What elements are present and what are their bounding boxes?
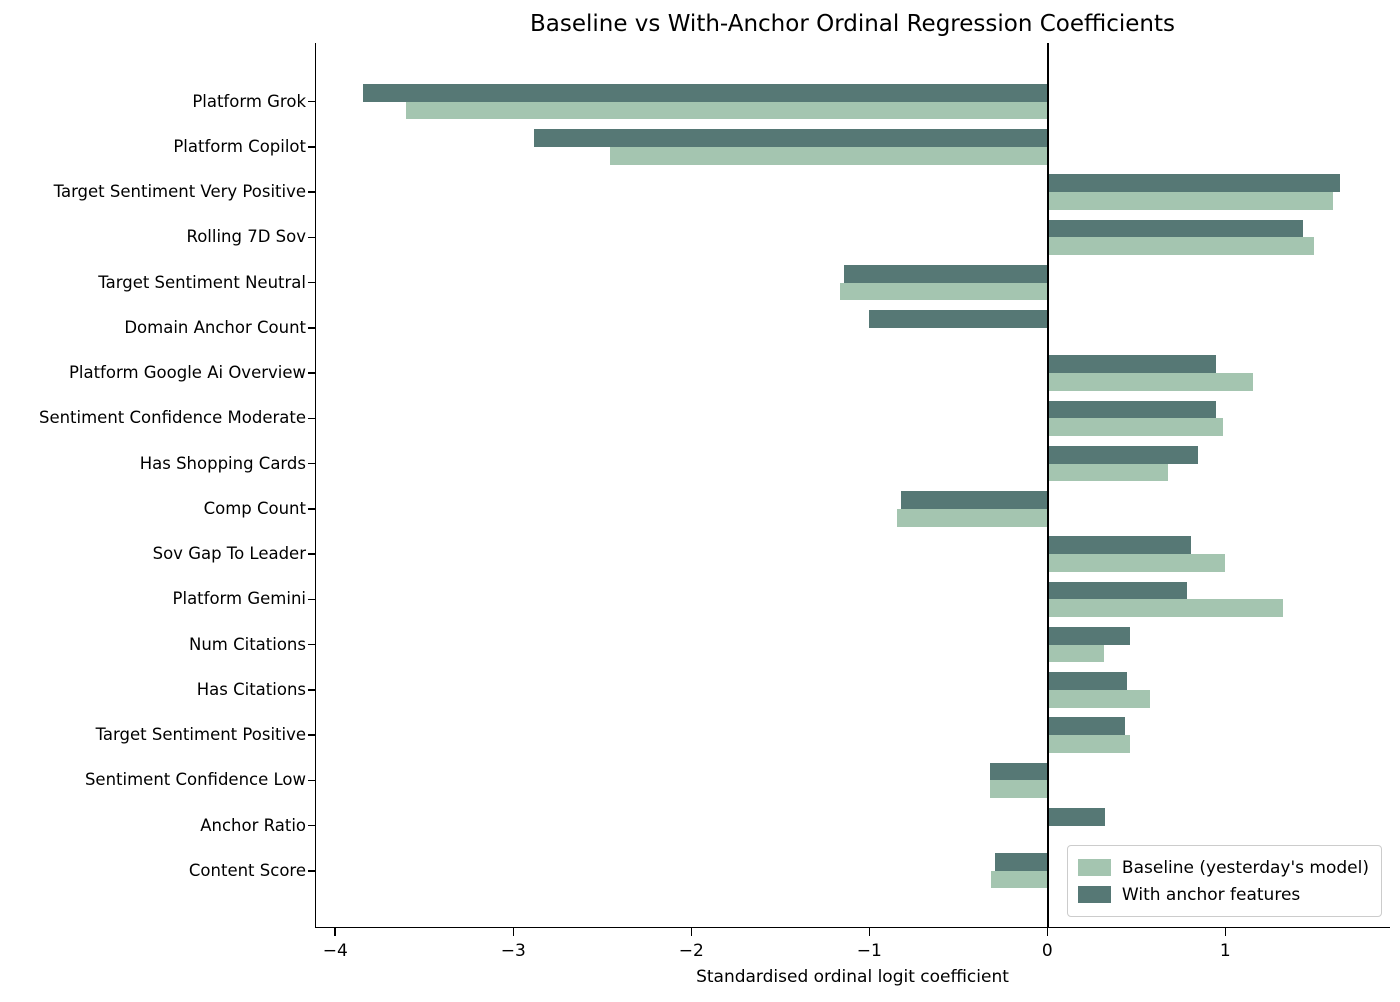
bar-baseline-has-shopping-cards — [1048, 463, 1168, 482]
y-tick-mark — [308, 417, 315, 420]
y-tick-mark — [308, 553, 315, 555]
x-tick-label--3: −3 — [500, 941, 526, 961]
x-tick-label--1: −1 — [856, 941, 882, 961]
bar-with-target-sentiment-positive — [1048, 717, 1125, 736]
x-tick-mark — [1046, 928, 1049, 936]
legend-swatch-anchor — [1077, 886, 1111, 903]
bar-baseline-sov-gap-to-leader — [1048, 554, 1225, 572]
y-tick-mark — [308, 689, 315, 691]
x-tick-mark — [334, 928, 337, 936]
legend-entry-anchor: With anchor features — [1077, 881, 1369, 908]
legend-entry-baseline: Baseline (yesterday's model) — [1077, 854, 1369, 881]
bar-baseline-rolling-7d-sov — [1048, 237, 1314, 256]
bar-baseline-comp-count — [897, 508, 1049, 527]
bar-with-content-score — [994, 853, 1049, 871]
bar-baseline-target-sentiment-very-positive — [1048, 192, 1334, 210]
y-tick-label-has-shopping-cards: Has Shopping Cards — [139, 453, 306, 473]
bar-baseline-platform-grok — [405, 101, 1049, 120]
bar-baseline-target-sentiment-neutral — [840, 282, 1049, 301]
y-tick-label-sentiment-confidence-moderate: Sentiment Confidence Moderate — [38, 408, 306, 428]
y-tick-mark — [308, 327, 315, 329]
plot-area: Baseline (yesterday's model) With anchor… — [315, 43, 1390, 928]
bar-baseline-target-sentiment-positive — [1048, 735, 1131, 753]
y-tick-mark — [308, 462, 315, 465]
bar-with-platform-gemini — [1048, 581, 1188, 600]
bar-with-anchor-ratio — [1048, 807, 1106, 826]
y-tick-mark — [308, 191, 315, 193]
bar-baseline-num-citations — [1048, 644, 1104, 663]
bar-with-rolling-7d-sov — [1048, 219, 1303, 238]
y-tick-mark — [308, 100, 315, 103]
bar-with-sov-gap-to-leader — [1048, 536, 1191, 555]
bar-with-target-sentiment-very-positive — [1048, 174, 1341, 193]
y-tick-mark — [308, 824, 315, 827]
y-tick-label-num-citations: Num Citations — [188, 634, 306, 654]
bar-with-sentiment-confidence-low — [989, 762, 1049, 781]
chart-title: Baseline vs With-Anchor Ordinal Regressi… — [529, 11, 1176, 37]
y-tick-mark — [308, 372, 315, 374]
y-tick-label-has-citations: Has Citations — [196, 679, 306, 699]
y-tick-mark — [308, 643, 315, 646]
x-tick-mark — [1224, 928, 1227, 936]
bar-with-target-sentiment-neutral — [843, 264, 1049, 283]
y-tick-label-comp-count: Comp Count — [203, 498, 306, 518]
y-tick-label-sentiment-confidence-low: Sentiment Confidence Low — [84, 770, 306, 790]
y-tick-label-sov-gap-to-leader: Sov Gap To Leader — [152, 544, 306, 564]
x-tick-mark — [868, 928, 871, 936]
bar-with-domain-anchor-count — [868, 310, 1049, 328]
bar-with-has-shopping-cards — [1048, 445, 1198, 464]
bar-baseline-sentiment-confidence-moderate — [1048, 418, 1223, 437]
x-tick-label-0: 0 — [1041, 941, 1053, 961]
bar-baseline-sentiment-confidence-low — [989, 780, 1049, 798]
bar-with-num-citations — [1048, 626, 1131, 645]
bar-with-platform-grok — [362, 84, 1049, 102]
y-tick-mark — [308, 869, 315, 872]
bar-with-platform-google-ai-overview — [1048, 355, 1216, 374]
bar-baseline-platform-google-ai-overview — [1048, 373, 1254, 391]
bar-with-has-citations — [1048, 672, 1127, 690]
x-tick-label--2: −2 — [678, 941, 704, 961]
y-tick-label-target-sentiment-neutral: Target Sentiment Neutral — [98, 272, 306, 292]
y-tick-mark — [308, 734, 315, 736]
y-tick-mark — [308, 281, 315, 284]
y-tick-label-anchor-ratio: Anchor Ratio — [200, 815, 306, 835]
y-tick-label-target-sentiment-positive: Target Sentiment Positive — [95, 725, 306, 745]
bar-with-comp-count — [900, 491, 1049, 509]
y-tick-mark — [308, 236, 315, 239]
x-tick-label--4: −4 — [322, 941, 348, 961]
y-tick-label-content-score: Content Score — [188, 860, 306, 880]
legend-label-anchor: With anchor features — [1121, 884, 1301, 905]
y-tick-label-domain-anchor-count: Domain Anchor Count — [124, 317, 306, 337]
bar-baseline-has-citations — [1048, 689, 1150, 708]
x-tick-mark — [512, 928, 515, 936]
legend-swatch-baseline — [1077, 859, 1111, 876]
legend-label-baseline: Baseline (yesterday's model) — [1121, 857, 1369, 878]
bar-baseline-platform-copilot — [610, 146, 1049, 165]
x-axis-label: Standardised ordinal logit coefficient — [696, 967, 1009, 987]
y-tick-label-platform-gemini: Platform Gemini — [172, 589, 306, 609]
x-tick-label-1: 1 — [1219, 941, 1231, 961]
y-tick-mark — [308, 779, 315, 782]
legend: Baseline (yesterday's model) With anchor… — [1066, 845, 1382, 917]
bar-baseline-content-score — [991, 870, 1049, 889]
y-tick-label-rolling-7d-sov: Rolling 7D Sov — [186, 227, 306, 247]
y-tick-mark — [308, 146, 315, 148]
y-tick-mark — [308, 598, 315, 601]
x-tick-mark — [690, 928, 693, 936]
zero-axis-line — [1047, 43, 1050, 928]
bar-with-sentiment-confidence-moderate — [1048, 400, 1216, 419]
y-tick-label-platform-copilot: Platform Copilot — [173, 136, 306, 156]
bar-baseline-platform-gemini — [1048, 599, 1284, 618]
y-tick-label-platform-grok: Platform Grok — [192, 91, 306, 111]
bar-with-platform-copilot — [533, 129, 1049, 147]
y-tick-mark — [308, 508, 315, 510]
y-tick-label-target-sentiment-very-positive: Target Sentiment Very Positive — [53, 182, 306, 202]
y-tick-label-platform-google-ai-overview: Platform Google Ai Overview — [68, 363, 306, 383]
